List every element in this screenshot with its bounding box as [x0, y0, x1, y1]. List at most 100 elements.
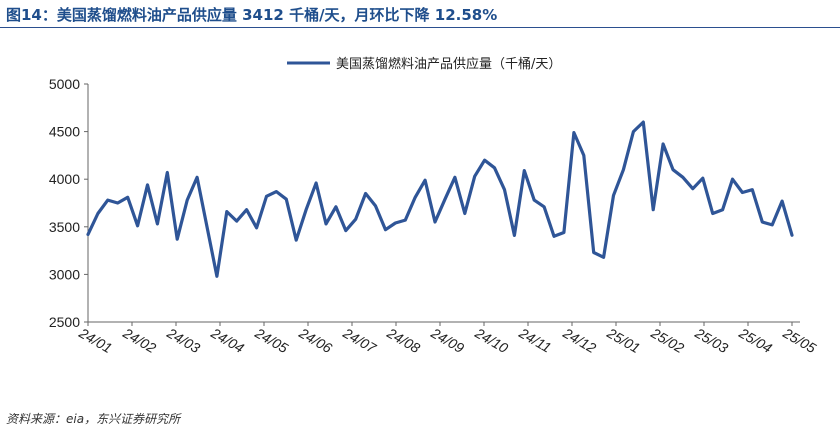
data-point [751, 188, 754, 191]
data-point [384, 228, 387, 231]
data-point [215, 275, 218, 278]
x-tick-label: 24/12 [560, 324, 599, 356]
x-tick-label: 24/09 [428, 324, 467, 356]
x-tick-label: 24/08 [384, 324, 423, 356]
data-point [602, 256, 605, 259]
axes [87, 84, 800, 323]
title-divider [0, 27, 840, 28]
data-point [364, 192, 367, 195]
data-point [404, 219, 407, 222]
data-point [295, 239, 298, 242]
y-tick-label: 4000 [49, 171, 80, 187]
data-point [622, 168, 625, 171]
data-point [582, 154, 585, 157]
data-point [354, 218, 357, 221]
data-point [691, 187, 694, 190]
y-tick-label: 3500 [49, 219, 80, 235]
data-point [701, 177, 704, 180]
y-tick-label: 3000 [49, 266, 80, 282]
x-tick-label: 24/07 [340, 324, 380, 356]
data-point [721, 208, 724, 211]
data-point [344, 229, 347, 232]
x-tick-label: 25/01 [604, 324, 643, 356]
x-axis-ticks: 24/01 24/02 24/03 24/04 24/05 24/06 24/07 24/08… [76, 322, 819, 357]
data-point [642, 121, 645, 124]
data-point [592, 251, 595, 254]
data-point [205, 225, 208, 228]
series-line [86, 120, 794, 278]
data-point [186, 199, 189, 202]
data-point [285, 198, 288, 201]
source-note: 资料来源：eia，东兴证券研究所 [6, 412, 181, 426]
series-group [86, 120, 794, 278]
y-tick-label: 2500 [49, 314, 80, 330]
data-point [255, 226, 258, 229]
data-point [681, 176, 684, 179]
data-point [771, 223, 774, 226]
x-tick-label: 25/05 [780, 324, 819, 356]
data-point [96, 212, 99, 215]
x-tick-label: 25/03 [692, 324, 731, 356]
data-point [562, 231, 565, 234]
y-tick-label: 4500 [49, 124, 80, 140]
data-point [662, 142, 665, 145]
x-tick-label: 24/01 [76, 324, 115, 356]
data-point [503, 188, 506, 191]
data-point [483, 159, 486, 162]
data-point [235, 220, 238, 223]
data-point [146, 183, 149, 186]
data-point [781, 200, 784, 203]
data-point [106, 199, 109, 202]
data-point [443, 198, 446, 201]
x-tick-label: 25/04 [736, 324, 775, 356]
data-point [671, 168, 674, 171]
data-point [324, 222, 327, 225]
x-tick-label: 24/02 [120, 324, 159, 356]
data-point [176, 238, 179, 241]
data-point [523, 169, 526, 172]
data-point [265, 195, 268, 198]
x-tick-label: 25/02 [648, 324, 687, 356]
data-point [533, 199, 536, 202]
data-point [156, 222, 159, 225]
data-point [116, 201, 119, 204]
data-point [543, 205, 546, 208]
data-point [136, 224, 139, 227]
data-point [473, 175, 476, 178]
data-point [86, 233, 89, 236]
data-point [433, 220, 436, 223]
x-tick-label: 24/06 [296, 324, 335, 356]
data-point [453, 176, 456, 179]
data-point [394, 221, 397, 224]
x-tick-label: 24/05 [252, 324, 291, 356]
data-point [612, 194, 615, 197]
x-tick-label: 24/04 [208, 324, 247, 356]
data-point [166, 171, 169, 174]
data-point [305, 208, 308, 211]
data-point [711, 212, 714, 215]
chart-title: 图14：美国蒸馏燃料油产品供应量 3412 千桶/天，月环比下降 12.58% [6, 6, 498, 24]
data-point [513, 234, 516, 237]
data-point [424, 179, 427, 182]
data-point [414, 196, 417, 199]
data-point [572, 131, 575, 134]
data-point [374, 204, 377, 207]
chart-legend: 美国蒸馏燃料油产品供应量（千桶/天） [287, 56, 561, 72]
data-point [552, 235, 555, 238]
y-tick-label: 5000 [49, 76, 80, 92]
data-point [632, 130, 635, 133]
data-point [731, 178, 734, 181]
data-point [493, 166, 496, 169]
data-point [334, 205, 337, 208]
data-point [275, 190, 278, 193]
data-point [315, 181, 318, 184]
data-point [245, 208, 248, 211]
data-point [790, 234, 793, 237]
data-point [225, 210, 228, 213]
data-point [463, 212, 466, 215]
x-tick-label: 24/03 [164, 324, 203, 356]
data-point [741, 191, 744, 194]
data-point [652, 208, 655, 211]
data-point [761, 220, 764, 223]
